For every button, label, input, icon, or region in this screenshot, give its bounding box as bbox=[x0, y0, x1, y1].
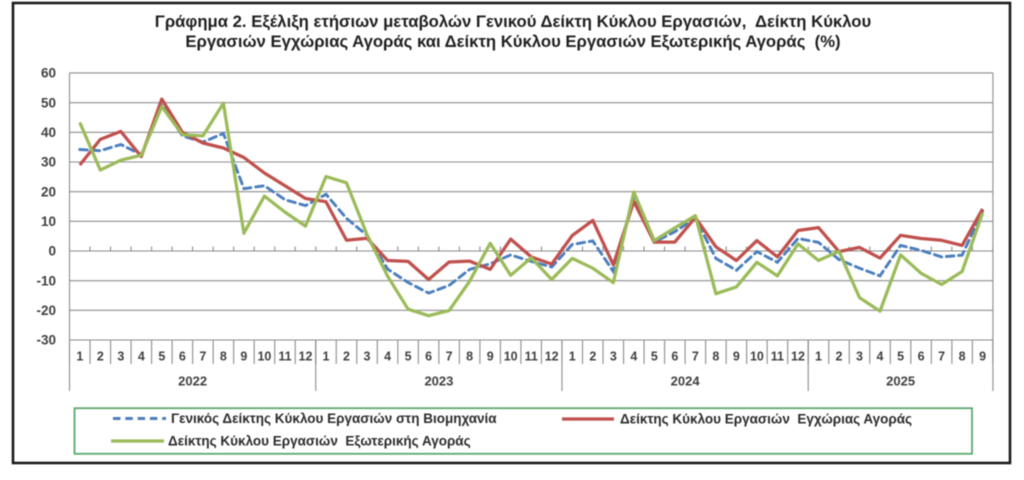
svg-text:20: 20 bbox=[41, 184, 56, 199]
svg-text:10: 10 bbox=[41, 214, 56, 229]
svg-text:Δείκτης Κύκλου Εργασιών Εγχώρ: Δείκτης Κύκλου Εργασιών Εγχώριας Αγοράς bbox=[620, 412, 912, 427]
svg-text:10: 10 bbox=[504, 350, 518, 364]
svg-text:5: 5 bbox=[158, 350, 165, 364]
svg-text:8: 8 bbox=[466, 350, 473, 364]
svg-text:2: 2 bbox=[836, 350, 843, 364]
svg-text:0: 0 bbox=[48, 244, 56, 259]
svg-text:4: 4 bbox=[384, 350, 391, 364]
svg-text:10: 10 bbox=[750, 350, 764, 364]
svg-text:1: 1 bbox=[76, 350, 83, 364]
svg-text:2: 2 bbox=[97, 350, 104, 364]
svg-text:9: 9 bbox=[487, 350, 494, 364]
svg-text:2022: 2022 bbox=[178, 374, 207, 389]
svg-text:3: 3 bbox=[117, 350, 124, 364]
svg-text:12: 12 bbox=[299, 350, 313, 364]
svg-text:1: 1 bbox=[323, 350, 330, 364]
svg-text:Γενικός Δείκτης Κύκλου Εργασιώ: Γενικός Δείκτης Κύκλου Εργασιών στη Βιομ… bbox=[171, 411, 497, 426]
svg-text:11: 11 bbox=[771, 350, 784, 364]
svg-text:8: 8 bbox=[220, 350, 227, 364]
svg-text:1: 1 bbox=[569, 350, 576, 364]
svg-text:9: 9 bbox=[733, 350, 740, 364]
svg-text:4: 4 bbox=[138, 350, 145, 364]
svg-text:2: 2 bbox=[343, 350, 350, 364]
svg-text:30: 30 bbox=[41, 155, 56, 170]
svg-text:2024: 2024 bbox=[671, 374, 701, 389]
svg-text:6: 6 bbox=[425, 350, 432, 364]
svg-text:60: 60 bbox=[41, 66, 56, 81]
svg-text:11: 11 bbox=[278, 350, 291, 364]
svg-text:-30: -30 bbox=[36, 333, 56, 348]
svg-text:7: 7 bbox=[938, 350, 945, 364]
svg-text:4: 4 bbox=[630, 350, 637, 364]
svg-text:5: 5 bbox=[405, 350, 412, 364]
svg-text:5: 5 bbox=[897, 350, 904, 364]
svg-text:1: 1 bbox=[815, 350, 822, 364]
svg-text:10: 10 bbox=[257, 350, 271, 364]
svg-text:12: 12 bbox=[545, 350, 559, 364]
svg-text:3: 3 bbox=[610, 350, 617, 364]
svg-text:7: 7 bbox=[446, 350, 453, 364]
svg-text:Γράφημα 2. Εξέλιξη ετήσιων μετ: Γράφημα 2. Εξέλιξη ετήσιων μεταβολών Γεν… bbox=[155, 12, 872, 31]
svg-text:3: 3 bbox=[856, 350, 863, 364]
svg-text:6: 6 bbox=[918, 350, 925, 364]
svg-text:6: 6 bbox=[671, 350, 678, 364]
svg-text:-10: -10 bbox=[36, 273, 56, 288]
svg-text:11: 11 bbox=[525, 350, 538, 364]
svg-text:5: 5 bbox=[651, 350, 658, 364]
svg-text:8: 8 bbox=[712, 350, 719, 364]
svg-text:12: 12 bbox=[791, 350, 805, 364]
svg-text:2025: 2025 bbox=[886, 374, 915, 389]
svg-text:8: 8 bbox=[959, 350, 966, 364]
svg-text:2: 2 bbox=[589, 350, 596, 364]
svg-text:2023: 2023 bbox=[424, 374, 453, 389]
svg-text:3: 3 bbox=[364, 350, 371, 364]
svg-text:9: 9 bbox=[979, 350, 986, 364]
svg-text:40: 40 bbox=[41, 125, 56, 140]
svg-text:Δείκτης Κύκλου Εργασιών Εξωτε: Δείκτης Κύκλου Εργασιών Εξωτερικής Αγορά… bbox=[168, 434, 471, 449]
svg-text:7: 7 bbox=[692, 350, 699, 364]
svg-text:6: 6 bbox=[179, 350, 186, 364]
svg-text:9: 9 bbox=[240, 350, 247, 364]
svg-text:Εργασιών Εγχώριας Αγοράς και Δ: Εργασιών Εγχώριας Αγοράς και Δείκτη Κύκλ… bbox=[185, 32, 840, 51]
svg-text:-20: -20 bbox=[36, 303, 56, 318]
svg-text:50: 50 bbox=[41, 95, 56, 110]
svg-text:7: 7 bbox=[199, 350, 206, 364]
svg-text:4: 4 bbox=[877, 350, 884, 364]
